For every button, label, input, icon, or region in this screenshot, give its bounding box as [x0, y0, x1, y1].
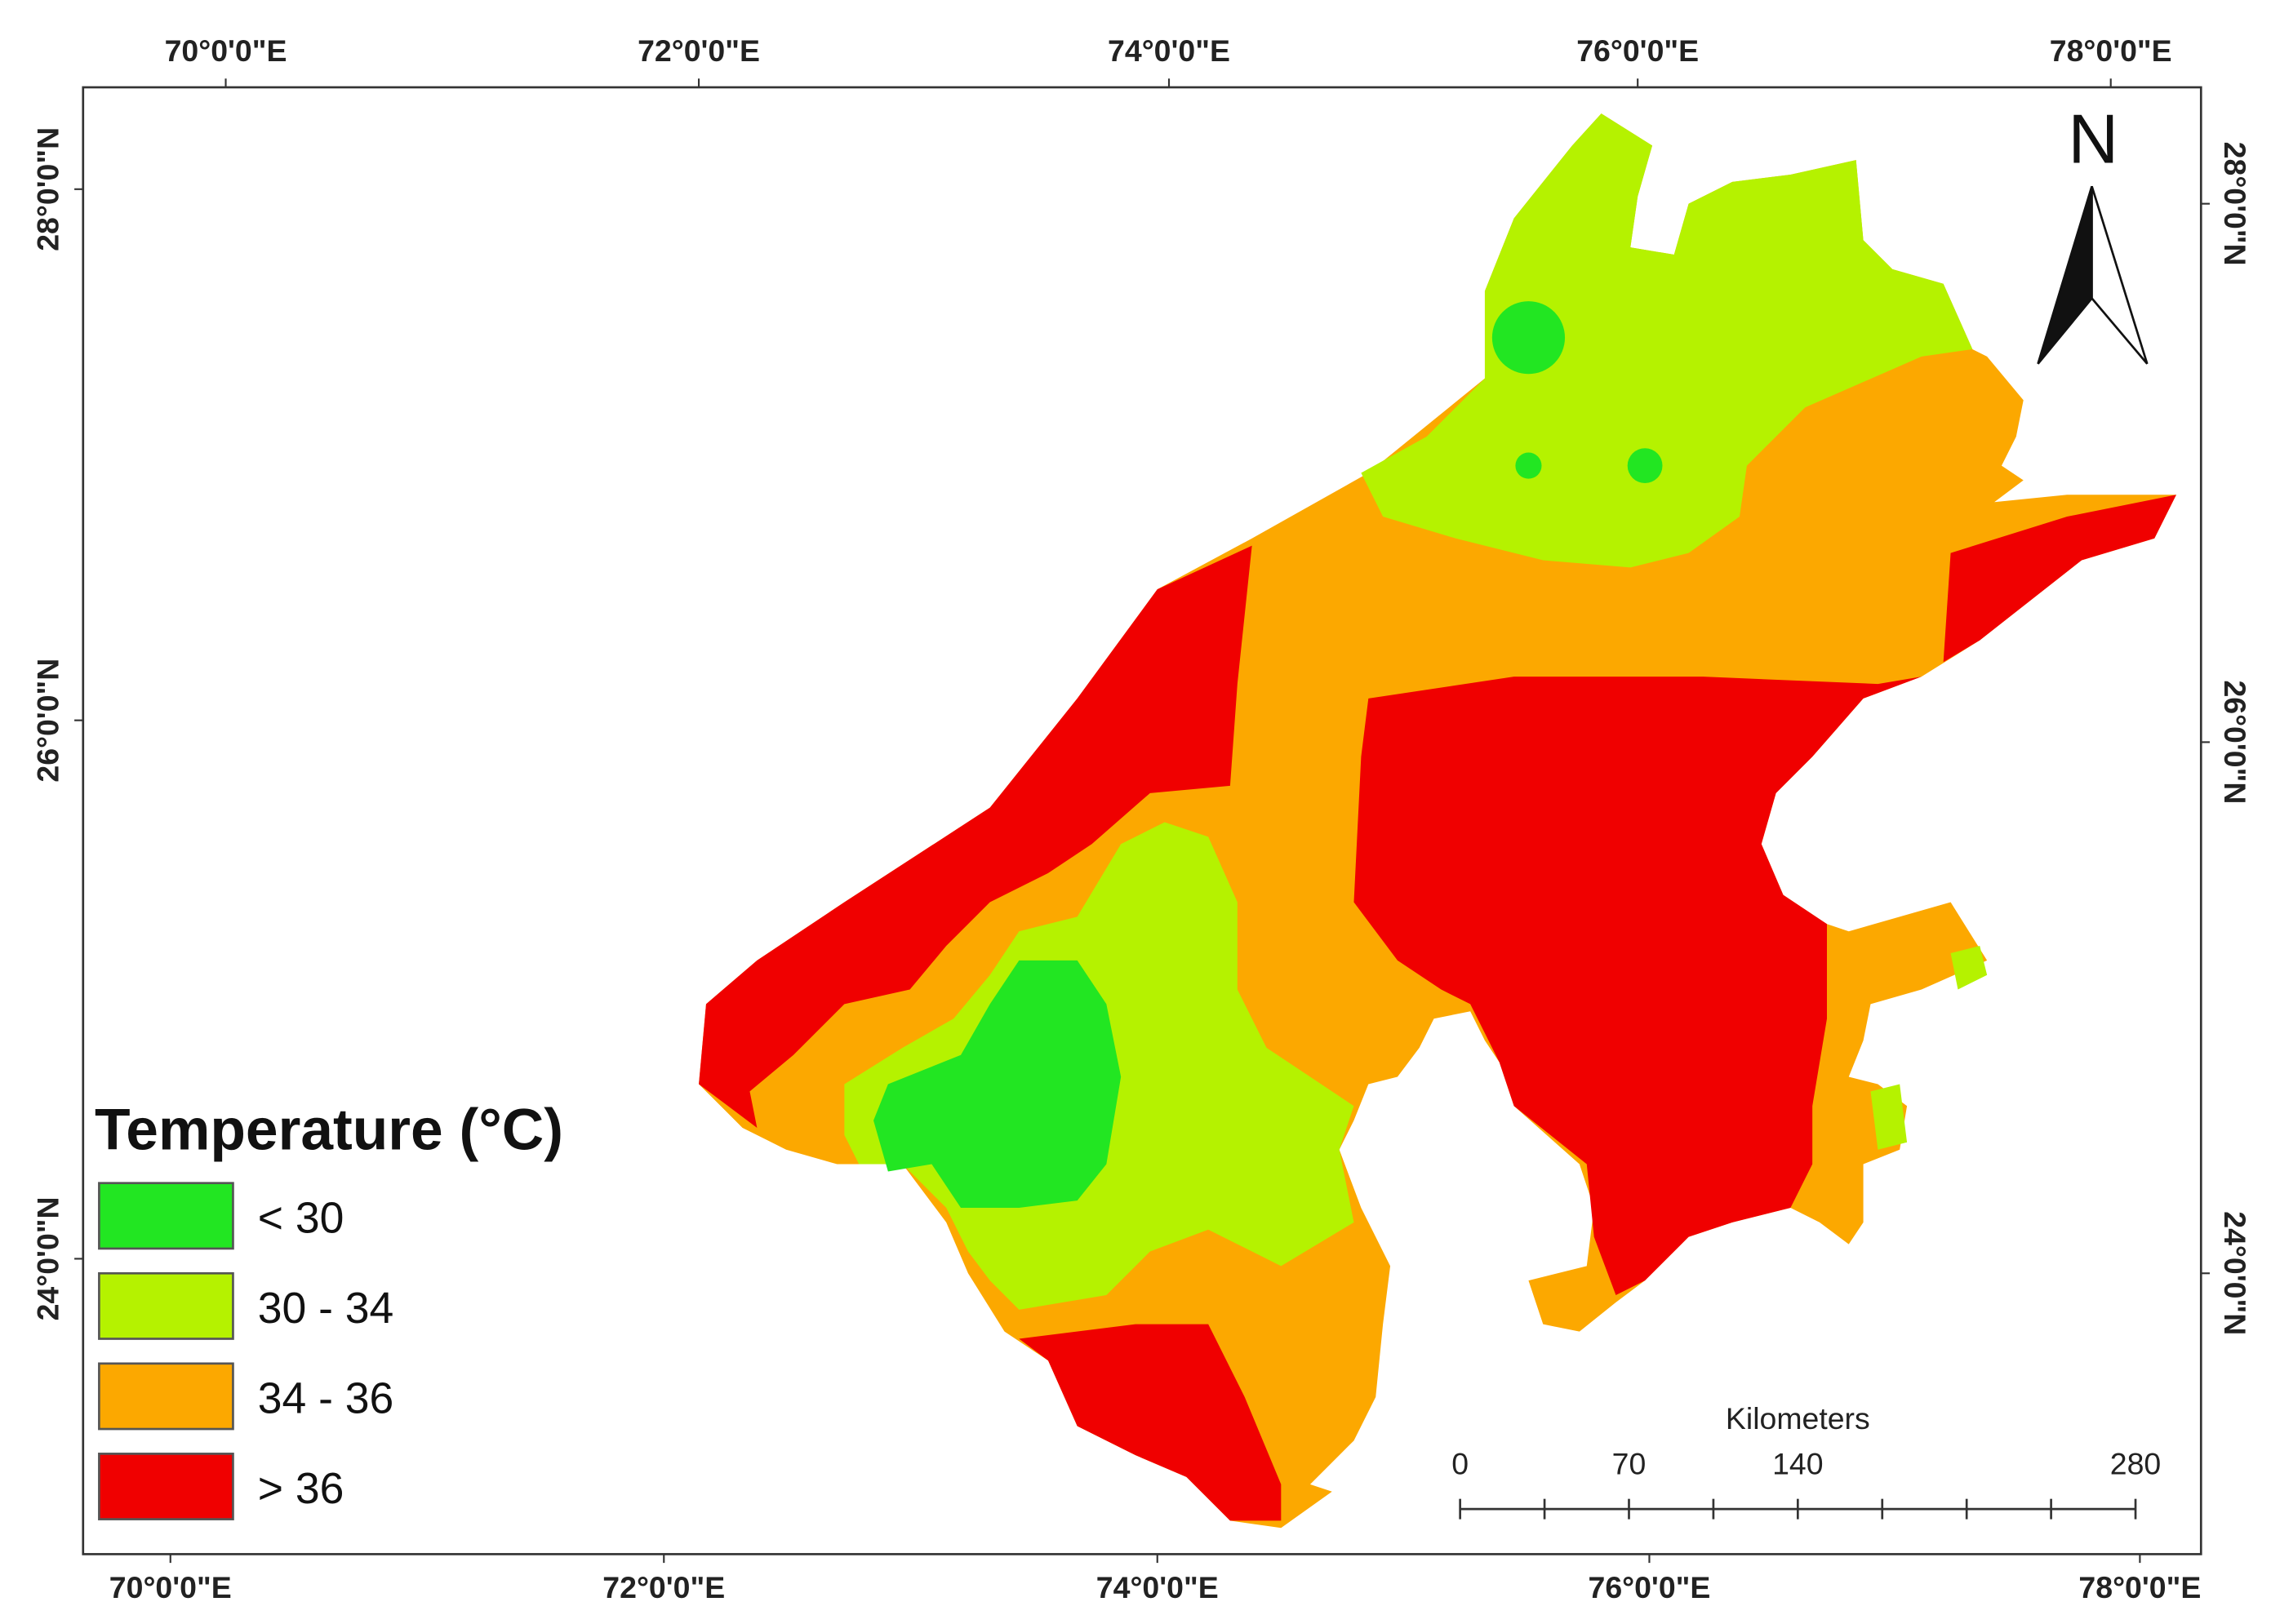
longitude-label: 78°0'0"E	[2078, 1570, 2201, 1604]
zone-over-36	[1353, 677, 1922, 1296]
north-arrow-right	[2091, 185, 2149, 365]
scale-label: 140	[1772, 1446, 1823, 1480]
graticule-ticks	[74, 78, 2210, 1564]
longitude-label: 72°0'0"E	[638, 33, 760, 68]
latitude-label: 28°0'0"N	[30, 127, 64, 251]
legend-label: > 36	[258, 1465, 344, 1513]
zone-under-30	[1491, 301, 1566, 375]
longitude-label: 72°0'0"E	[602, 1570, 725, 1604]
latitude-label: 28°0'0"N	[2218, 142, 2252, 266]
latitude-label: 24°0'0"N	[30, 1196, 64, 1320]
scale-label: 70	[1612, 1446, 1647, 1480]
zone-under-30	[1627, 448, 1663, 484]
north-label: N	[2068, 101, 2118, 179]
longitude-label: 76°0'0"E	[1589, 1570, 1711, 1604]
zone-under-30	[873, 960, 1122, 1209]
zone-over-36	[1019, 1324, 1282, 1521]
zone-30-34	[1870, 1084, 1908, 1150]
legend-swatch	[98, 1271, 234, 1340]
generated: 70°0'0"E 72°0'0"E 74°0'0"E 76°0'0"E 78°0'0"E…	[30, 33, 2251, 1604]
zone-over-36	[1943, 495, 2176, 663]
longitude-label: 74°0'0"E	[1096, 1570, 1219, 1604]
latitude-label: 26°0'0"N	[30, 659, 64, 783]
scale-unit: Kilometers	[1726, 1401, 1870, 1435]
temperature-zones	[699, 113, 2176, 1529]
legend-swatch	[98, 1362, 234, 1431]
longitude-label: 76°0'0"E	[1576, 33, 1699, 68]
legend-title: Temperature (°C)	[95, 1098, 563, 1163]
latitude-label: 24°0'0"N	[2218, 1211, 2252, 1335]
longitude-label: 70°0'0"E	[109, 1570, 232, 1604]
longitude-label: 70°0'0"E	[165, 33, 287, 68]
legend-label: < 30	[258, 1194, 344, 1242]
scale-label: 0	[1451, 1446, 1469, 1480]
legend-label: 30 - 34	[258, 1285, 394, 1333]
zone-30-34	[1361, 113, 1973, 568]
zone-over-36	[699, 545, 1252, 1128]
longitude-label: 74°0'0"E	[1108, 33, 1230, 68]
scale-label: 280	[2110, 1446, 2161, 1480]
longitude-label: 78°0'0"E	[2050, 33, 2172, 68]
legend-swatch	[98, 1453, 234, 1520]
legend-swatch	[98, 1182, 234, 1250]
legend-label: 34 - 36	[258, 1374, 394, 1422]
zone-30-34	[1950, 946, 1988, 990]
zone-under-30	[1515, 452, 1542, 479]
latitude-label: 26°0'0"N	[2218, 680, 2252, 804]
